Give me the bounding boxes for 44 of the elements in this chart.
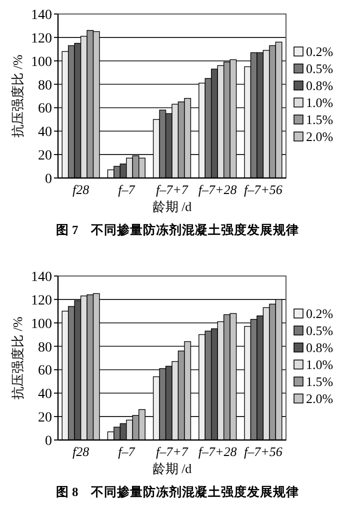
legend-label: 0.2% [306,44,334,59]
x-tick-label: f–7 [118,444,136,459]
y-tick-label: 140 [31,270,52,285]
x-axis-title: 龄期 /d [152,461,192,476]
x-axis-title: 龄期 /d [152,199,192,214]
legend-label: 0.5% [306,323,334,338]
text: 图 8 不同掺量防冻剂混凝土强度发展规律 [56,484,300,499]
legend-label: 1.0% [306,357,334,372]
y-tick-label: 0 [45,172,52,187]
y-tick-label: 140 [31,8,52,23]
x-tick-label: f–7+56 [244,444,283,459]
y-tick-label: 20 [38,410,52,426]
text: 图 7 不同掺量防冻剂混凝土强度发展规律 [56,222,300,237]
y-tick-label: 60 [38,102,52,117]
y-tick-label: 100 [31,54,52,70]
y-tick-label: 0 [45,434,52,449]
y-tick-label: 120 [31,31,52,46]
x-tick-label: f–7+28 [198,444,238,459]
y-tick-label: 60 [38,364,52,379]
legend-label: 2.0% [306,129,334,144]
legend-label: 2.0% [306,391,334,406]
y-axis-title: 抗压强度比 /% [10,54,25,138]
x-tick-label: f28 [72,444,90,459]
x-tick-label: f–7+7 [156,182,188,197]
y-tick-label: 100 [31,316,52,332]
y-tick-label: 80 [38,78,52,94]
y-tick-label: 80 [38,340,52,356]
y-tick-label: 40 [38,125,52,140]
y-tick-label: 120 [31,293,52,308]
y-axis-title: 抗压强度比 /% [10,316,25,400]
x-tick-label: f–7 [118,182,136,197]
x-tick-label: f–7+28 [198,182,238,197]
legend-label: 1.5% [306,374,334,389]
y-tick-label: 40 [38,387,52,402]
legend-label: 0.8% [306,78,334,93]
legend-label: 0.8% [306,340,334,355]
legend-label: 1.5% [306,112,334,127]
x-tick-label: f–7+7 [156,444,188,459]
legend-label: 1.0% [306,95,334,110]
legend-label: 0.2% [306,306,334,321]
legend-label: 0.5% [306,61,334,76]
x-tick-label: f–7+56 [244,182,283,197]
y-tick-label: 20 [38,148,52,164]
x-tick-label: f28 [72,182,90,197]
